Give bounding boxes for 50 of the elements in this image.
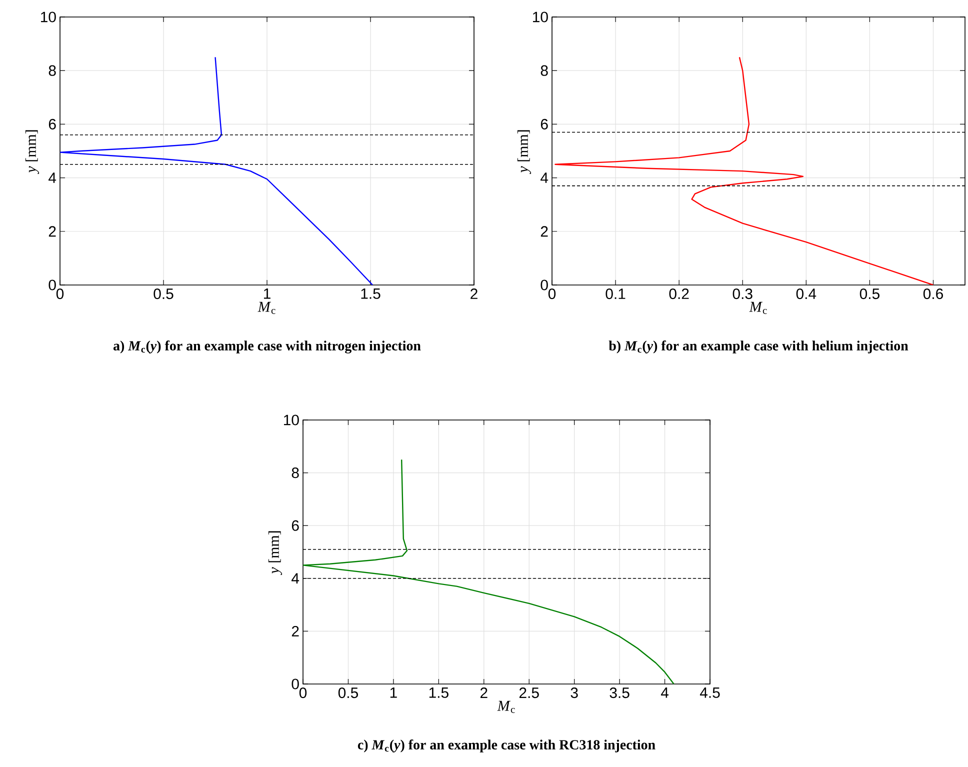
x-tick-label: 2	[480, 688, 488, 698]
y-tick-label: 4	[540, 172, 548, 183]
y-tick-label: 6	[540, 118, 548, 130]
y-tick-label: 2	[540, 226, 548, 237]
x-tick-label: 4.5	[700, 688, 720, 698]
x-tick-label: 3.5	[610, 688, 630, 698]
line-series	[554, 56, 934, 285]
y-tick-label: 10	[284, 414, 299, 426]
y-tick-label: 8	[540, 65, 548, 76]
y-tick-label: 6	[292, 520, 299, 531]
x-tick-label: 0.5	[860, 288, 880, 300]
y-tick-label: 4	[48, 172, 56, 183]
y-tick-label: 8	[48, 65, 56, 76]
x-tick-label: 2.5	[519, 688, 539, 698]
x-tick-label: 1	[264, 288, 270, 299]
x-tick-label: 2	[470, 288, 478, 299]
x-tick-label: 4	[660, 688, 669, 698]
y-tick-label: 0	[48, 280, 56, 290]
x-tick-label: 3	[570, 688, 578, 698]
y-tick-label: 10	[41, 12, 56, 22]
x-tick-label: 0.5	[154, 288, 174, 300]
y-tick-label: 6	[48, 118, 56, 130]
x-tick-label: 0.4	[796, 288, 816, 300]
x-tick-label: 0.6	[923, 288, 943, 300]
y-tick-label: 0	[540, 280, 548, 290]
text: b) M$_{c}$(y) for an example case with helium injection	[608, 340, 908, 354]
y-tick-label: 2	[48, 226, 56, 237]
text: c) M$_{c}$(y) for an example case with RC318 injection	[358, 740, 656, 752]
y-tick-label: 8	[292, 467, 299, 478]
y-tick-label: 10	[533, 12, 548, 22]
x-tick-label: 0	[56, 288, 64, 300]
x-axis-title: M$_{c}$	[258, 302, 276, 314]
y-tick-label: 2	[292, 626, 299, 636]
x-tick-label: 0	[299, 688, 307, 698]
x-tick-label: 0.5	[338, 688, 358, 698]
x-tick-label: 1	[390, 688, 397, 698]
x-tick-label: 1.5	[361, 288, 380, 299]
x-axis-title: M$_{c}$	[749, 302, 767, 314]
x-tick-label: 0.2	[669, 288, 689, 300]
x-tick-label: 0.1	[606, 288, 626, 300]
x-axis-title: M$_{c}$	[497, 700, 515, 713]
y-axis-title: y [mm]	[25, 130, 40, 174]
text: a) M$_{c}$(y) for an example case with nitrogen injection	[113, 340, 421, 354]
y-tick-label: 0	[292, 678, 299, 690]
x-tick-label: 0	[548, 288, 556, 300]
y-axis-title: y [mm]	[268, 531, 282, 576]
y-axis-title: y [mm]	[517, 130, 532, 174]
x-tick-label: 1.5	[429, 688, 448, 698]
x-tick-label: 0.3	[732, 288, 752, 300]
y-tick-label: 4	[292, 573, 300, 584]
